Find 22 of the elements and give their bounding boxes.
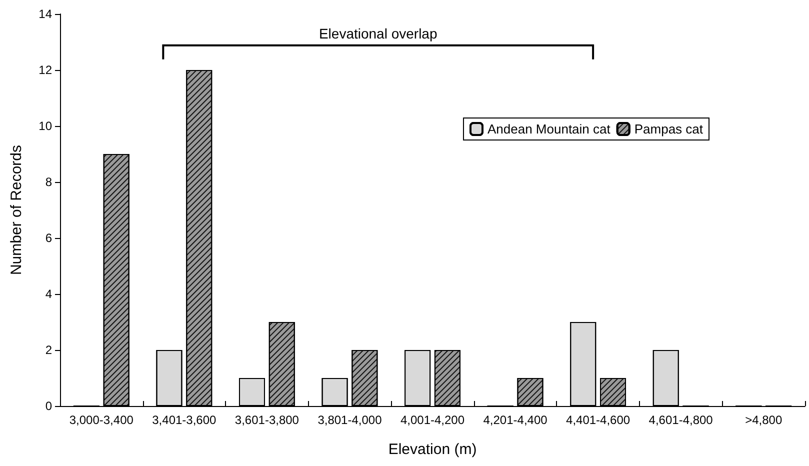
legend-label: Pampas cat <box>634 122 704 136</box>
x-tick-label: 4,401-4,600 <box>566 413 630 427</box>
x-axis-title: Elevation (m) <box>388 441 477 458</box>
y-tick-label: 4 <box>45 287 52 301</box>
annotation: Elevational overlap <box>318 25 438 42</box>
x-tick-label: 4,201-4,400 <box>483 413 548 427</box>
x-tick-label: 4,001-4,200 <box>400 413 465 427</box>
legend-label: Andean Mountain cat <box>487 122 611 136</box>
y-tick-label: 6 <box>45 231 52 245</box>
y-axis-title: Number of Records <box>8 144 25 276</box>
x-tick-label: 4,601-4,800 <box>648 413 714 427</box>
x-tick-label: 3,801-4,000 <box>318 413 382 427</box>
x-tick-label: >4,800 <box>745 413 782 427</box>
y-tick-label: 0 <box>45 399 52 413</box>
y-tick-label: 14 <box>38 7 52 21</box>
x-tick-label: 3,601-3,800 <box>234 413 300 427</box>
y-tick-label: 2 <box>45 343 52 357</box>
y-tick-label: 10 <box>38 119 52 133</box>
y-tick-label: 12 <box>38 63 52 77</box>
x-tick-label: 3,401-3,600 <box>152 413 217 427</box>
y-tick-label: 8 <box>45 175 52 189</box>
x-tick-label: 3,000-3,400 <box>69 413 134 427</box>
